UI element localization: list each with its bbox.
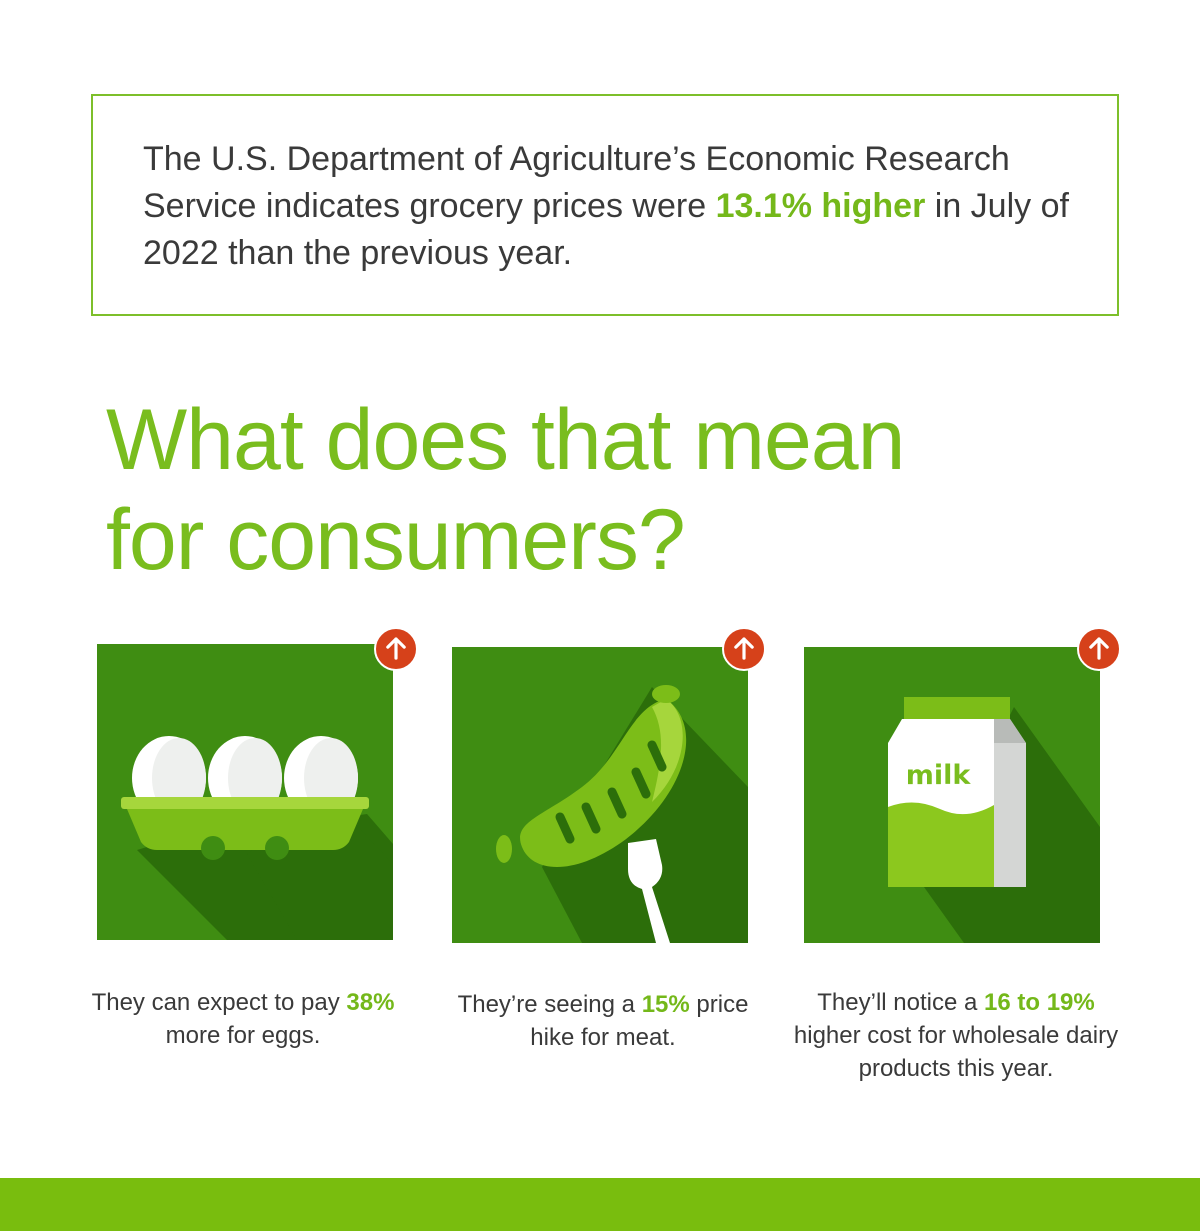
arrow-up-icon [722, 627, 766, 671]
heading-line-2: for consumers? [106, 492, 686, 588]
caption-dairy: They’ll notice a 16 to 19% higher cost f… [791, 986, 1121, 1085]
heading-line-1: What does that mean [106, 392, 905, 488]
egg-carton-icon [97, 644, 393, 940]
intro-text: The U.S. Department of Agriculture’s Eco… [143, 136, 1083, 277]
caption-dairy-highlight: 16 to 19% [984, 989, 1095, 1016]
caption-meat-highlight: 15% [641, 991, 690, 1018]
page-heading: What does that mean for consumers? [106, 390, 1106, 590]
intro-text-end: in July of 2022 than the previous year. [143, 187, 1069, 272]
milk-label: milk [905, 760, 971, 791]
caption-eggs-text-start: They can expect to pay [91, 989, 347, 1016]
caption-meat-text-start: They’re seeing a [457, 991, 642, 1018]
intro-text-start: The U.S. Department of Agriculture’s Eco… [143, 140, 1010, 225]
sausage-on-fork-icon [452, 647, 748, 943]
caption-dairy-text-end: higher cost for wholesale dairy products… [793, 1022, 1119, 1082]
caption-meat: They’re seeing a 15% price hike for meat… [438, 988, 768, 1054]
caption-meat-text-end: price hike for meat. [530, 991, 749, 1051]
intro-box: The U.S. Department of Agriculture’s Eco… [91, 94, 1119, 316]
caption-eggs-text-end: more for eggs. [165, 1022, 321, 1049]
caption-eggs-highlight: 38% [346, 989, 395, 1016]
arrow-up-icon [374, 627, 418, 671]
caption-dairy-text-start: They’ll notice a [817, 989, 985, 1016]
arrow-up-icon [1077, 627, 1121, 671]
intro-highlight: 13.1% higher [715, 187, 926, 225]
footer-bar [0, 1178, 1200, 1231]
caption-eggs: They can expect to pay 38% more for eggs… [78, 986, 408, 1052]
milk-carton-icon: milk [804, 647, 1100, 943]
